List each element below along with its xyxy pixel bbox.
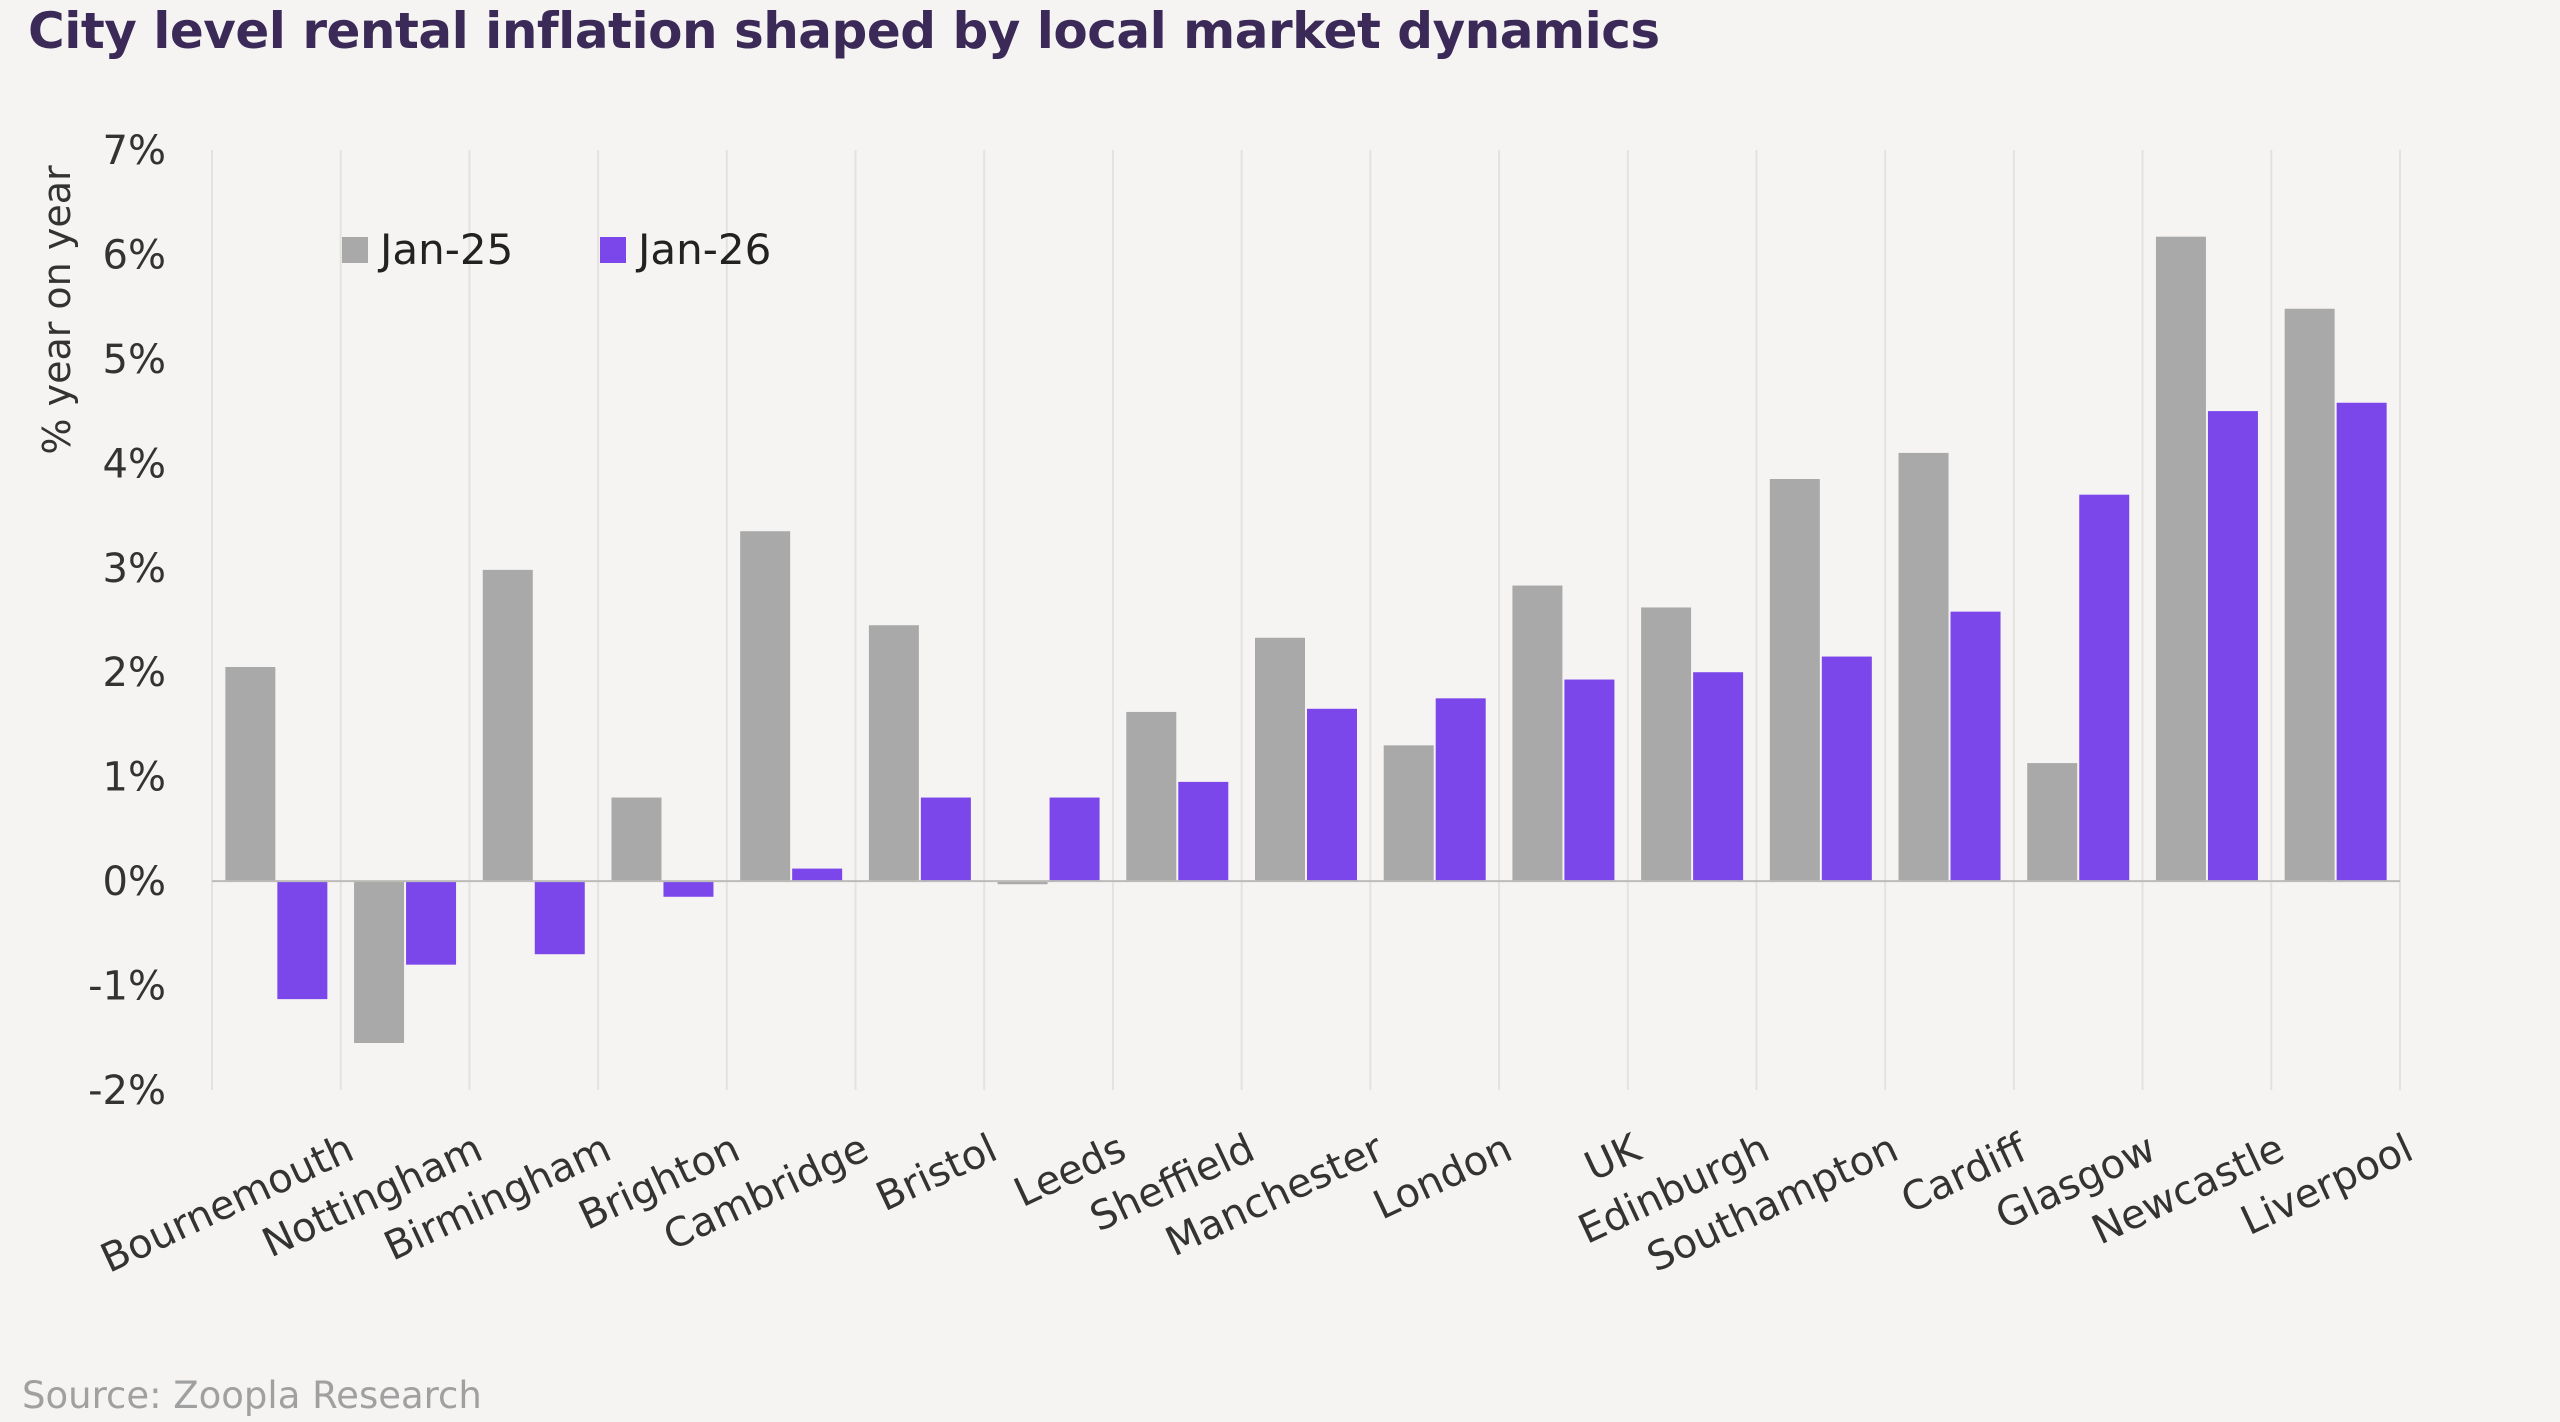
bar-jan-26-liverpool — [2336, 402, 2387, 882]
y-axis-ticks: -2% -1% 0% 1% 2% 3% 4% 5% 6% 7% — [88, 128, 166, 1114]
bar-jan-25-newcastle — [2155, 236, 2206, 882]
bar-jan-26-leeds — [1049, 797, 1100, 882]
bar-jan-25-bournemouth — [225, 667, 276, 882]
y-tick-label: 1% — [103, 755, 166, 801]
bar-jan-25-uk — [1512, 585, 1563, 882]
bar-jan-26-birmingham — [534, 881, 585, 955]
bar-jan-25-birmingham — [482, 569, 533, 882]
legend-swatch-jan-25 — [342, 237, 368, 263]
bar-jan-26-cardiff — [1950, 611, 2001, 882]
y-tick-label: 3% — [103, 546, 166, 592]
y-tick-label: 0% — [103, 859, 166, 905]
y-tick-label: 6% — [103, 232, 166, 278]
bar-jan-26-london — [1435, 698, 1486, 882]
bar-chart: -2% -1% 0% 1% 2% 3% 4% 5% 6% 7% BournemouthNottin… — [35, 128, 2420, 1283]
x-tick-label: London — [1367, 1125, 1519, 1229]
y-tick-label: 4% — [103, 441, 166, 487]
bar-jan-25-brighton — [611, 797, 662, 882]
bar-jan-26-sheffield — [1178, 781, 1229, 882]
bar-jan-25-edinburgh — [1641, 607, 1692, 882]
bar-jan-26-southampton — [1821, 656, 1872, 882]
bar-jan-25-cardiff — [1898, 452, 1949, 882]
bar-jan-26-cambridge — [792, 868, 843, 882]
bar-jan-26-manchester — [1307, 708, 1357, 882]
source-note: Source: Zoopla Research — [22, 1374, 482, 1417]
legend: Jan-25 Jan-26 — [342, 225, 771, 274]
bar-jan-25-glasgow — [2027, 763, 2078, 882]
bar-jan-26-brighton — [663, 881, 714, 897]
y-tick-label: 7% — [103, 128, 166, 174]
x-tick-label: Bristol — [869, 1125, 1004, 1220]
legend-label-jan-25: Jan-25 — [377, 225, 513, 274]
bar-jan-26-bristol — [920, 797, 971, 882]
y-axis-label: % year on year — [35, 165, 79, 455]
bar-jan-25-leeds — [997, 881, 1048, 885]
legend-swatch-jan-26 — [600, 237, 626, 263]
bar-jan-25-southampton — [1769, 479, 1820, 882]
bar-jan-25-london — [1383, 745, 1434, 882]
y-tick-label: 2% — [103, 650, 166, 696]
bar-jan-26-glasgow — [2079, 494, 2130, 882]
grid-lines — [211, 150, 2401, 1090]
x-axis-labels: BournemouthNottinghamBirminghamBrightonC… — [94, 1125, 2420, 1283]
bar-jan-25-manchester — [1255, 637, 1305, 882]
legend-label-jan-26: Jan-26 — [635, 225, 771, 274]
y-tick-label: -2% — [88, 1068, 166, 1114]
bar-jan-25-nottingham — [354, 881, 405, 1043]
bar-jan-26-uk — [1564, 679, 1615, 882]
y-tick-label: 5% — [103, 337, 166, 383]
bars — [225, 236, 2387, 1043]
bar-jan-26-nottingham — [406, 881, 457, 965]
y-tick-label: -1% — [88, 964, 166, 1010]
bar-jan-25-liverpool — [2284, 308, 2335, 882]
chart-title: City level rental inflation shaped by lo… — [28, 2, 1660, 60]
bar-jan-26-newcastle — [2207, 411, 2258, 882]
bar-jan-25-sheffield — [1126, 711, 1177, 882]
bar-jan-26-bournemouth — [277, 881, 328, 1000]
bar-jan-25-bristol — [868, 625, 919, 882]
bar-jan-25-cambridge — [740, 531, 791, 882]
bar-jan-26-edinburgh — [1693, 672, 1744, 882]
